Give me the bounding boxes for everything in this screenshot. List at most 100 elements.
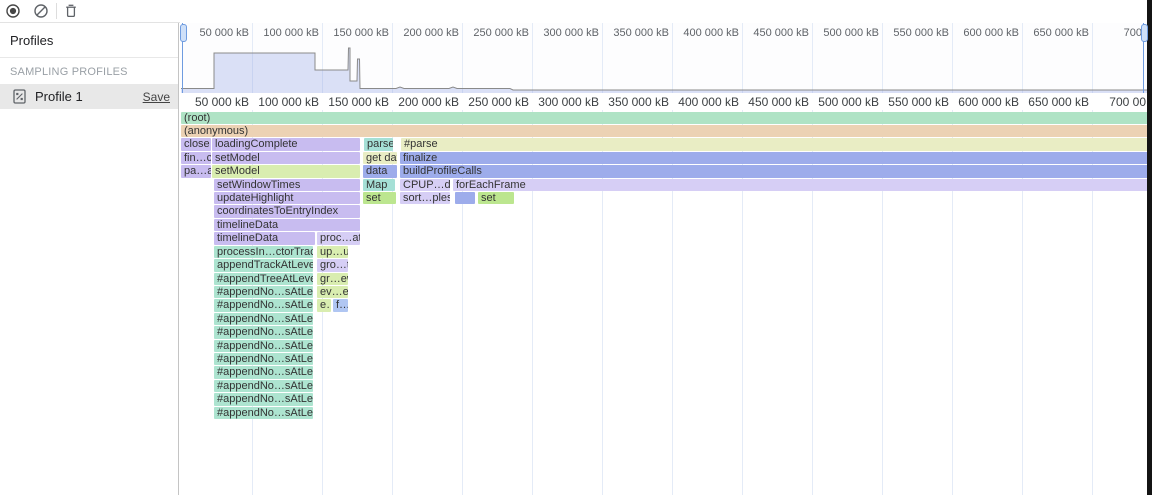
flame-bar[interactable]: timelineData (214, 218, 360, 232)
flame-bar[interactable]: finalize (400, 151, 1148, 165)
overview-gridline (812, 23, 813, 93)
overview-axis-label: 400 000 kB (683, 27, 739, 39)
overview-gridline (532, 23, 533, 93)
delete-profile-icon (63, 3, 79, 19)
flame-bar[interactable]: proc…ata (317, 232, 360, 245)
flame-bar[interactable]: set (478, 192, 514, 205)
profile-name: Profile 1 (35, 89, 83, 104)
sidebar-item-profile-1[interactable]: Profile 1 Save (0, 84, 178, 109)
flame-bars: (root) (anonymous) close loadingComplete par… (180, 0, 1148, 495)
flame-bar[interactable]: ev…ew (317, 285, 348, 299)
sidebar-divider (0, 57, 178, 58)
flame-bar[interactable]: (root) (181, 111, 1148, 124)
overview-axis-label: 100 000 kB (263, 27, 319, 39)
toolbar-separator (56, 3, 57, 19)
flame-bar[interactable]: sort…ples (400, 192, 450, 205)
flame-bar[interactable]: f… (333, 299, 348, 312)
overview-axis-label: 500 000 kB (823, 27, 879, 39)
overview-gridline (322, 23, 323, 93)
ruler-axis-label: 50 000 kB (194, 95, 249, 109)
overview-axis-label: 200 000 kB (403, 27, 459, 39)
flame-bar[interactable]: (anonymous) (181, 124, 1148, 138)
save-profile-link[interactable]: Save (142, 89, 170, 104)
ruler-axis-label: 600 000 kB (958, 95, 1019, 109)
flame-bar[interactable]: loadingComplete (212, 138, 360, 151)
clear-all-profiles-button[interactable] (33, 3, 49, 19)
flame-bar[interactable]: processIn…ctorTrace (214, 245, 313, 259)
overview-right-handle-line (1143, 23, 1144, 93)
flame-bar[interactable]: set (363, 192, 396, 205)
memory-overview-chart[interactable]: 700 50 000 kB 100 000 kB 150 000 kB 200 000… (180, 23, 1148, 93)
flame-bar[interactable]: buildProfileCalls (400, 165, 1148, 178)
flame-bar[interactable]: #appendNo…sAtLevel (214, 353, 313, 366)
flame-bar[interactable]: get data (363, 151, 397, 165)
flame-bar[interactable]: coordinatesToEntryIndex (214, 205, 360, 218)
flame-bar[interactable]: e… (317, 299, 331, 312)
flame-bar[interactable]: #appendNo…sAtLevel (214, 326, 313, 339)
ruler-axis-label: 400 000 kB (678, 95, 739, 109)
flame-bar[interactable]: #appendNo…sAtLevel (214, 299, 313, 312)
flame-bar[interactable]: #appendNo…sAtLevel (214, 393, 313, 406)
overview-gridline (672, 23, 673, 93)
flame-bar[interactable]: pa…at (181, 165, 211, 178)
flame-bar[interactable]: up…up (317, 245, 348, 259)
flame-bar[interactable]: CPUP…del (400, 178, 450, 191)
flame-bar[interactable]: parse (364, 138, 393, 151)
flame-bar[interactable]: #appendNo…sAtLevel (214, 379, 313, 393)
overview-gridline (742, 23, 743, 93)
flame-bar[interactable]: #appendNo…sAtLevel (214, 285, 313, 299)
flame-bar[interactable]: appendTrackAtLevel (214, 259, 313, 272)
flame-bar[interactable]: close (181, 138, 211, 151)
flame-bar[interactable]: setModel (212, 151, 360, 165)
memory-ruler: 700 00 50 000 kB 100 000 kB 150 000 kB 200 … (180, 93, 1148, 110)
flame-bar[interactable]: setWindowTimes (214, 178, 360, 191)
flame-bar[interactable]: #appendNo…sAtLevel (214, 366, 313, 379)
overview-gridline (882, 23, 883, 93)
overview-axis-label: 350 000 kB (613, 27, 669, 39)
flame-gridline (392, 110, 393, 495)
overview-left-handle[interactable] (180, 24, 187, 42)
overview-gridline (602, 23, 603, 93)
profiles-sidebar: Profiles SAMPLING PROFILES Profile 1 Sav… (0, 23, 179, 495)
sampling-profiles-section-title: SAMPLING PROFILES (10, 66, 128, 78)
flame-bar[interactable]: gro…ts (317, 259, 348, 272)
ruler-axis-label: 650 000 kB (1028, 95, 1089, 109)
flame-bar[interactable]: setModel (212, 165, 360, 178)
ruler-axis-label: 250 000 kB (468, 95, 529, 109)
flame-bar[interactable]: data (363, 165, 397, 178)
overview-gridlines (180, 23, 1148, 93)
overview-gridline (392, 23, 393, 93)
ruler-axis-label: 100 000 kB (258, 95, 319, 109)
flame-bar[interactable]: forEachFrame (453, 178, 1148, 191)
ruler-axis-label: 200 000 kB (398, 95, 459, 109)
flame-bar[interactable] (455, 192, 475, 205)
sidebar-title: Profiles (10, 33, 54, 48)
flame-chart[interactable]: (root) (anonymous) close loadingComplete par… (180, 0, 1148, 495)
record-button[interactable] (5, 3, 21, 19)
flame-bar[interactable]: timelineData (214, 232, 315, 245)
overview-axis-label: 450 000 kB (753, 27, 809, 39)
overview-gridline (462, 23, 463, 93)
flame-bar[interactable]: #appendTreeAtLevel (214, 272, 313, 285)
flame-bar[interactable]: gr…ew (317, 272, 348, 285)
axis-label-edge: 700 (1123, 27, 1142, 39)
overview-gridline (1022, 23, 1023, 93)
ruler-axis-label: 150 000 kB (328, 95, 389, 109)
flame-gridline (1022, 110, 1023, 495)
flame-bar[interactable]: #appendNo…sAtLevel (214, 312, 313, 326)
ruler-axis-label: 550 000 kB (888, 95, 949, 109)
flame-bar[interactable]: #appendNo…sAtLevel (214, 406, 313, 420)
ruler-axis-label: 450 000 kB (748, 95, 809, 109)
delete-profile-button[interactable] (63, 3, 79, 19)
flame-bar[interactable]: #parse (401, 138, 1148, 151)
heap-profile-document-icon (13, 89, 26, 104)
flame-bar[interactable]: updateHighlight (214, 192, 360, 205)
overview-right-handle[interactable] (1141, 24, 1148, 42)
overview-gridline (252, 23, 253, 93)
flame-bar[interactable]: #appendNo…sAtLevel (214, 339, 313, 353)
flame-bar[interactable]: Map (363, 178, 395, 191)
flame-bar[interactable]: fin…ce (181, 151, 211, 165)
flame-gridline (1092, 110, 1093, 495)
flame-gridline (532, 110, 533, 495)
